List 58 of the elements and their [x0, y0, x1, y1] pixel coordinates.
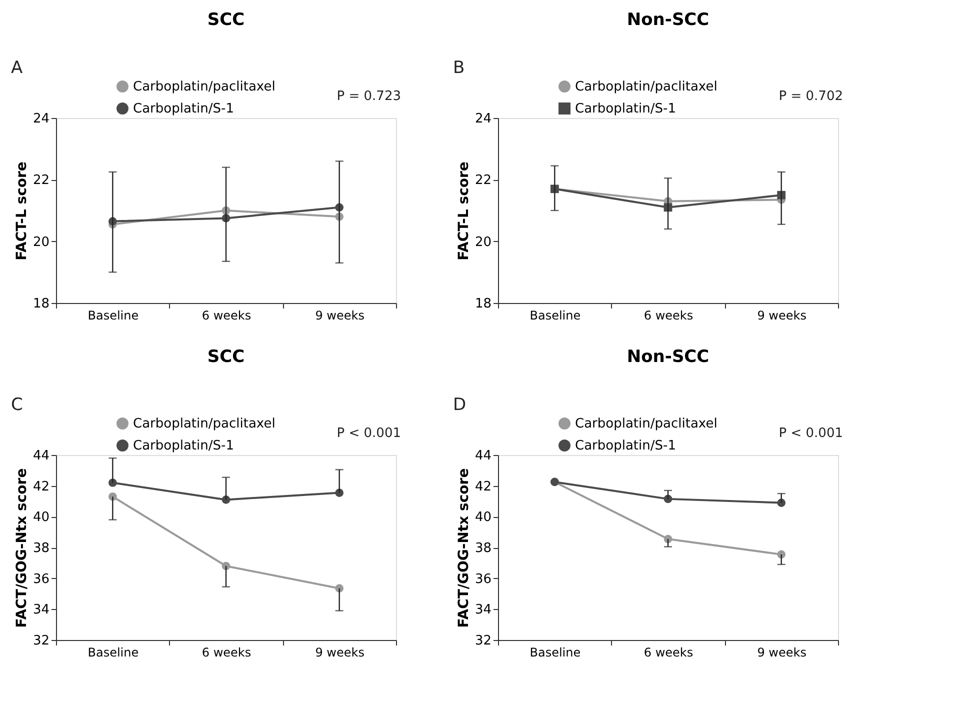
y-tick-label: 20: [474, 234, 492, 250]
text: P < 0.001: [336, 426, 401, 441]
y-tick-label: 34: [32, 602, 50, 618]
text: P = 0.723: [336, 89, 401, 104]
y-tick-label: 18: [474, 296, 492, 312]
legend-label: Carboplatin/paclitaxel: [575, 416, 718, 432]
text: P < 0.001: [778, 426, 843, 441]
chart-title: Non-SCC: [626, 10, 710, 30]
legend-label: Carboplatin/S-1: [133, 102, 234, 116]
y-tick-label: 40: [32, 510, 50, 526]
chart-title: SCC: [207, 10, 245, 30]
y-tick-label: 36: [32, 572, 50, 587]
text: P = 0.702: [778, 89, 843, 104]
y-tick-label: 38: [32, 541, 50, 556]
x-tick-label: 9 weeks: [757, 646, 806, 660]
x-tick-label: Baseline: [88, 646, 139, 660]
text: B: [453, 58, 465, 78]
legend-label: Carboplatin/paclitaxel: [133, 416, 276, 432]
y-tick-label: 24: [474, 112, 492, 126]
text: D: [453, 395, 466, 415]
y-tick-label: 42: [32, 479, 50, 494]
y-tick-label: 42: [474, 479, 492, 494]
x-tick-label: Baseline: [88, 308, 139, 322]
y-tick-label: 24: [32, 112, 50, 126]
y-axis-title: FACT/GOG-Ntx score: [456, 468, 472, 628]
y-tick-label: 22: [474, 173, 492, 188]
y-axis-title: FACT-L score: [14, 162, 30, 260]
legend-label: Carboplatin/paclitaxel: [133, 80, 276, 94]
chart-title: Non-SCC: [626, 347, 710, 367]
y-tick-label: 32: [474, 634, 492, 648]
legend-label: Carboplatin/S-1: [575, 438, 676, 454]
y-tick-label: 38: [474, 541, 492, 556]
legend-label: Carboplatin/S-1: [133, 438, 234, 454]
x-tick-label: Baseline: [530, 646, 581, 660]
y-tick-label: 36: [474, 572, 492, 587]
y-tick-label: 40: [474, 510, 492, 526]
y-axis-title: FACT/GOG-Ntx score: [14, 468, 30, 628]
x-tick-label: 6 weeks: [202, 308, 252, 322]
y-tick-label: 18: [32, 296, 50, 312]
y-tick-label: 44: [32, 448, 50, 464]
x-tick-label: Baseline: [530, 308, 581, 322]
x-tick-label: 9 weeks: [757, 308, 806, 322]
x-tick-label: 6 weeks: [644, 646, 694, 660]
chart-title: SCC: [207, 347, 245, 367]
legend-label: Carboplatin/paclitaxel: [575, 80, 718, 94]
y-tick-label: 22: [32, 173, 50, 188]
y-axis-title: FACT-L score: [456, 162, 472, 260]
y-tick-label: 44: [474, 448, 492, 464]
y-tick-label: 20: [32, 234, 50, 250]
y-tick-label: 32: [32, 634, 50, 648]
x-tick-label: 6 weeks: [202, 646, 252, 660]
text: A: [11, 58, 23, 78]
y-tick-label: 34: [474, 602, 492, 618]
x-tick-label: 9 weeks: [315, 308, 364, 322]
x-tick-label: 9 weeks: [315, 646, 364, 660]
text: C: [11, 395, 23, 415]
legend-label: Carboplatin/S-1: [575, 102, 676, 116]
x-tick-label: 6 weeks: [644, 308, 694, 322]
